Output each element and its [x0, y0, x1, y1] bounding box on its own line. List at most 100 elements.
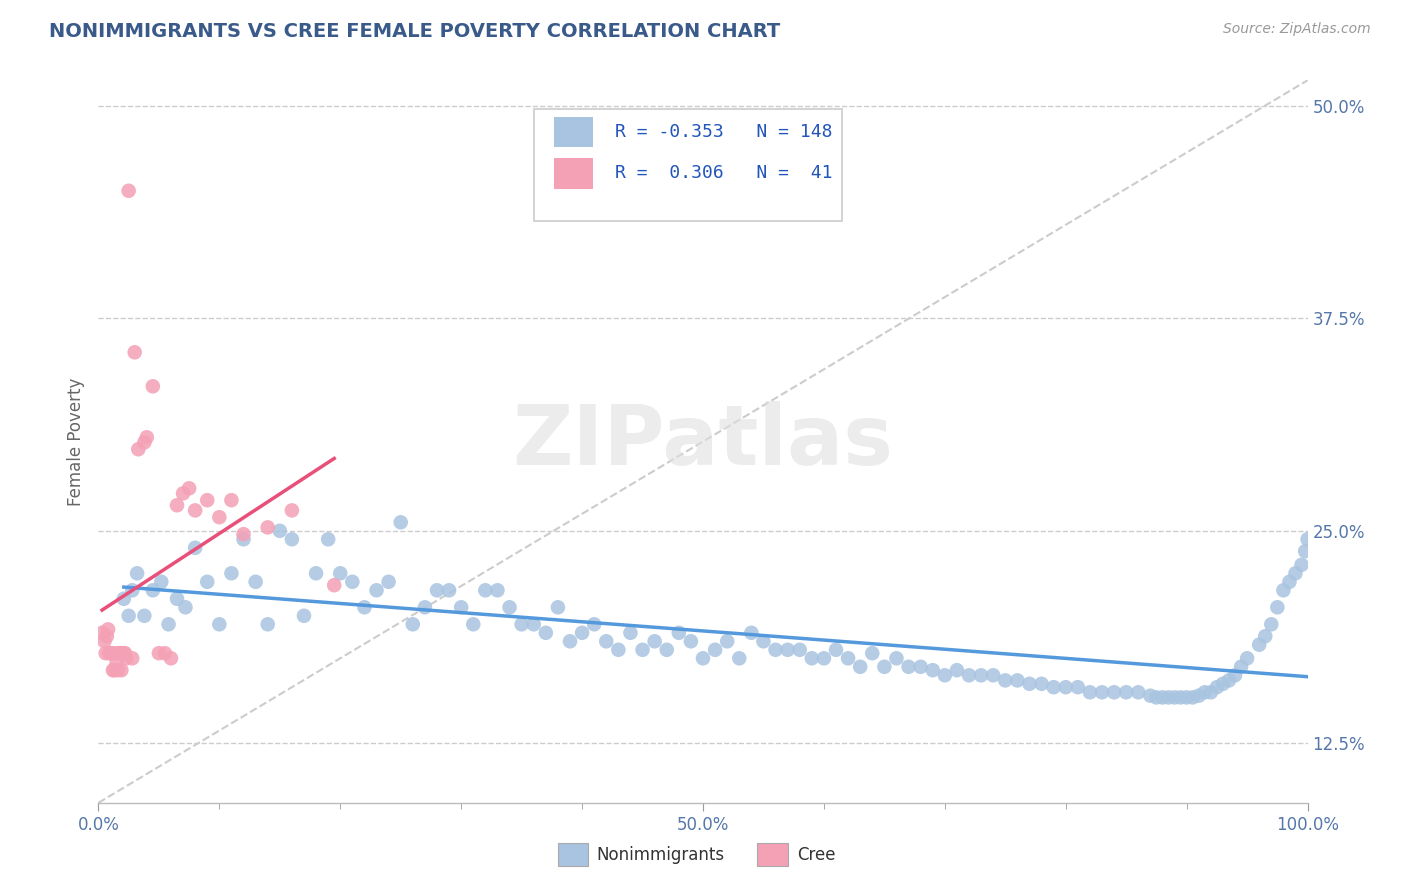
- Point: [342, 574, 364, 589]
- Point: [108, 646, 131, 660]
- Point: [97, 623, 120, 637]
- Point: [776, 642, 799, 657]
- Point: [437, 583, 460, 598]
- Point: [910, 660, 932, 674]
- Point: [1260, 617, 1282, 632]
- Point: [1218, 673, 1240, 688]
- Point: [316, 533, 339, 547]
- FancyBboxPatch shape: [554, 158, 593, 189]
- Point: [655, 642, 678, 657]
- Point: [377, 574, 399, 589]
- Point: [1223, 668, 1246, 682]
- Point: [281, 533, 304, 547]
- Y-axis label: Female Poverty: Female Poverty: [66, 377, 84, 506]
- FancyBboxPatch shape: [534, 109, 842, 221]
- Point: [886, 651, 908, 665]
- Point: [752, 634, 775, 648]
- FancyBboxPatch shape: [758, 843, 787, 866]
- Point: [329, 566, 352, 581]
- Point: [179, 481, 201, 495]
- Point: [184, 541, 207, 555]
- Point: [1230, 660, 1253, 674]
- Point: [644, 634, 666, 648]
- Point: [631, 642, 654, 657]
- Point: [849, 660, 872, 674]
- Point: [142, 379, 165, 393]
- Point: [245, 574, 267, 589]
- Point: [1007, 673, 1029, 688]
- Text: ZIPatlas: ZIPatlas: [513, 401, 893, 482]
- Point: [112, 591, 135, 606]
- Point: [118, 184, 141, 198]
- Point: [1102, 685, 1125, 699]
- Point: [1170, 690, 1192, 705]
- Point: [160, 651, 183, 665]
- Point: [1157, 690, 1180, 705]
- Point: [172, 486, 194, 500]
- Point: [114, 646, 136, 660]
- Point: [108, 646, 131, 660]
- Point: [716, 634, 738, 648]
- Text: R =  0.306   N =  41: R = 0.306 N = 41: [614, 164, 832, 183]
- Point: [232, 527, 254, 541]
- Point: [860, 646, 883, 660]
- Point: [100, 646, 122, 660]
- Point: [970, 668, 993, 682]
- Point: [157, 617, 180, 632]
- Point: [104, 646, 127, 660]
- Point: [837, 651, 859, 665]
- Point: [166, 591, 188, 606]
- Point: [957, 668, 980, 682]
- Point: [534, 625, 557, 640]
- Point: [91, 625, 114, 640]
- Point: [121, 583, 143, 598]
- Point: [208, 510, 231, 524]
- Point: [232, 533, 254, 547]
- Point: [1212, 677, 1234, 691]
- Text: R = -0.353   N = 148: R = -0.353 N = 148: [614, 123, 832, 141]
- Point: [825, 642, 848, 657]
- Point: [112, 646, 135, 660]
- Point: [221, 566, 243, 581]
- Point: [571, 625, 593, 640]
- Point: [323, 578, 346, 592]
- Point: [1267, 600, 1289, 615]
- Point: [389, 516, 412, 530]
- Point: [135, 430, 157, 444]
- Point: [100, 646, 122, 660]
- Point: [101, 663, 124, 677]
- Point: [1284, 566, 1306, 581]
- Point: [184, 503, 207, 517]
- Text: NONIMMIGRANTS VS CREE FEMALE POVERTY CORRELATION CHART: NONIMMIGRANTS VS CREE FEMALE POVERTY COR…: [49, 22, 780, 41]
- Point: [195, 574, 218, 589]
- Point: [166, 498, 188, 512]
- Point: [547, 600, 569, 615]
- Point: [121, 651, 143, 665]
- Point: [195, 493, 218, 508]
- Point: [1188, 689, 1211, 703]
- Point: [692, 651, 714, 665]
- Point: [1146, 690, 1168, 705]
- Point: [1067, 680, 1090, 694]
- Point: [256, 520, 278, 534]
- Point: [256, 617, 278, 632]
- Point: [994, 673, 1017, 688]
- Point: [426, 583, 449, 598]
- Point: [897, 660, 920, 674]
- Point: [127, 442, 149, 457]
- Point: [1054, 680, 1077, 694]
- Point: [946, 663, 969, 677]
- Point: [1078, 685, 1101, 699]
- Point: [873, 660, 896, 674]
- Point: [208, 617, 231, 632]
- Point: [1296, 533, 1319, 547]
- Point: [463, 617, 485, 632]
- Point: [1278, 574, 1301, 589]
- Point: [94, 646, 117, 660]
- Point: [981, 668, 1004, 682]
- Point: [1194, 685, 1216, 699]
- Point: [269, 524, 291, 538]
- Point: [813, 651, 835, 665]
- Point: [366, 583, 388, 598]
- Point: [110, 663, 132, 677]
